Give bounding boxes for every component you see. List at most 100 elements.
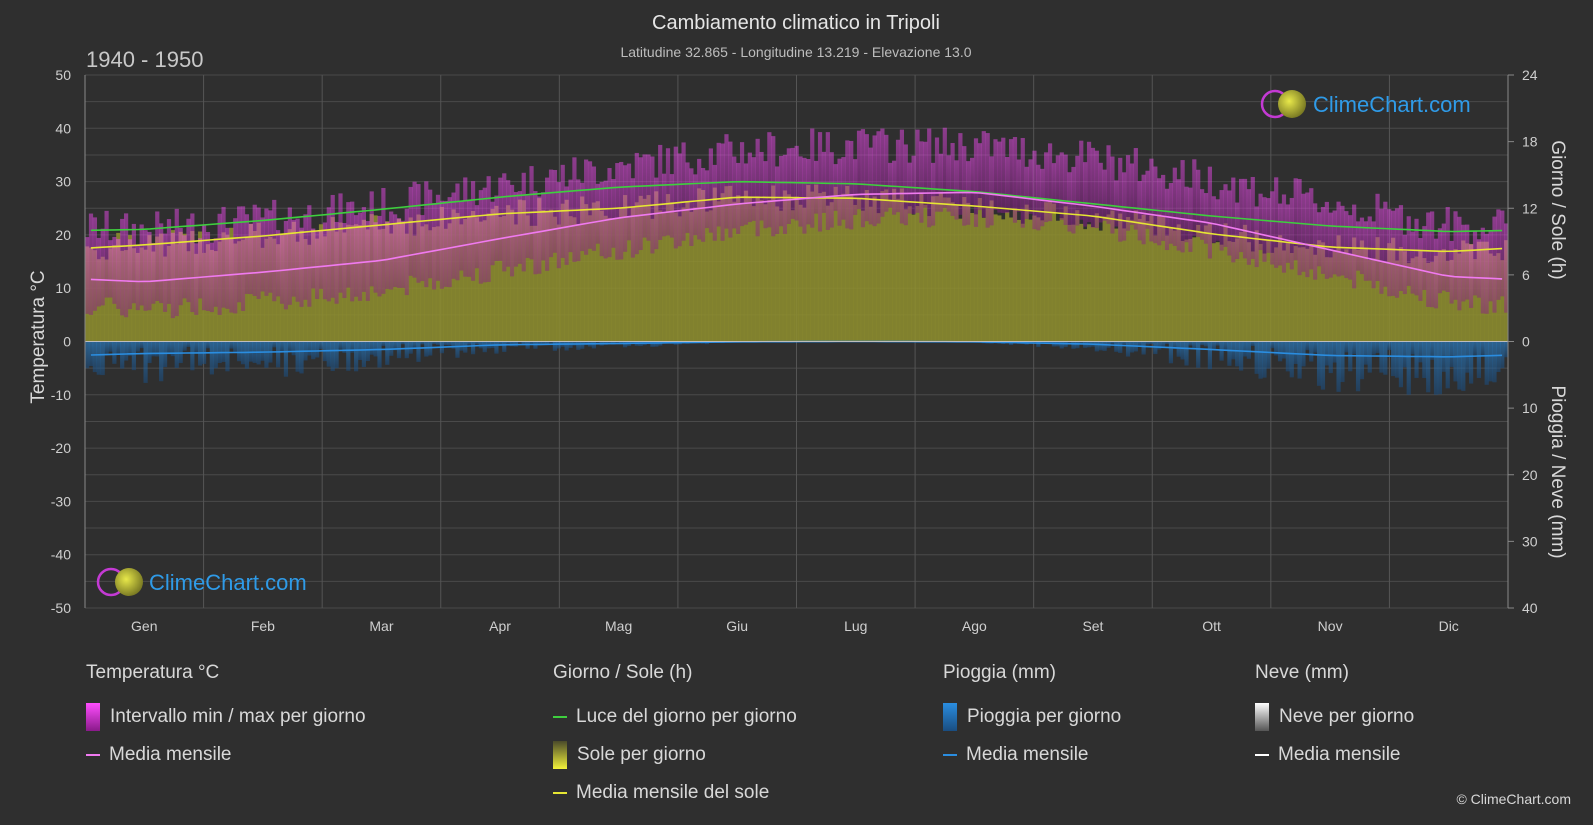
rain-bar [1504, 341, 1509, 358]
sunshine-bar [642, 198, 647, 342]
sunshine-bar [888, 200, 893, 342]
sunshine-bar [580, 196, 585, 342]
temp-range-bar [451, 192, 456, 279]
sunshine-bar [619, 207, 624, 342]
sunshine-bar [1254, 230, 1259, 342]
temp-range-bar [669, 174, 674, 238]
sunshine-bar [587, 215, 593, 342]
legend-item-rain-mean: Media mensile [943, 736, 1121, 774]
logo-sun-icon [115, 568, 143, 596]
temp-range-bar [1008, 139, 1014, 211]
temp-range-bar [268, 210, 273, 293]
sunshine-bar [958, 218, 963, 342]
sunshine-bar [665, 194, 671, 342]
sunshine-bar [966, 202, 971, 342]
rain-bar [1476, 341, 1482, 379]
sunshine-bar [1001, 219, 1006, 342]
temp-range-bar [697, 158, 702, 240]
rain-bar [1320, 341, 1326, 390]
temp-range-bar [623, 165, 628, 252]
temp-range-bar [537, 196, 542, 274]
y-right-bottom-tick-label: 30 [1522, 533, 1538, 549]
sunshine-bar [1086, 224, 1092, 342]
temp-range-bar [209, 242, 214, 313]
temp-range-bar [392, 214, 398, 287]
sunshine-bar [1067, 224, 1072, 342]
sunshine-bar [576, 223, 581, 342]
rain-bar [1449, 341, 1454, 367]
temp-range-bar [880, 128, 885, 217]
temp-range-bar [689, 168, 694, 246]
temp-range-bar [895, 139, 901, 213]
temp-range-bar [938, 153, 943, 212]
sunshine-bar [1012, 208, 1018, 342]
sunshine-bar [1344, 249, 1349, 342]
rain-bar [1262, 341, 1267, 378]
temp-range-bar [1145, 170, 1150, 229]
temp-range-bar [143, 230, 148, 311]
sunshine-bar [895, 198, 901, 342]
rain-bar [1383, 341, 1388, 375]
rain-bar [123, 341, 129, 361]
rain-bar [1040, 341, 1045, 343]
temp-range-bar [439, 200, 444, 289]
sunshine-bar [829, 202, 834, 342]
sunshine-bar [1075, 210, 1080, 342]
logo-bottom[interactable]: ClimeChart.com [96, 567, 307, 597]
sunshine-bar [1336, 235, 1341, 342]
sunshine-bar [1044, 202, 1049, 342]
sunshine-bar [1168, 227, 1174, 342]
temp-range-bar [927, 128, 932, 228]
temp-range-bar [525, 195, 530, 258]
temp-range-bar [817, 132, 823, 232]
rain-bar [1445, 341, 1450, 389]
sunshine-bar [1262, 253, 1267, 342]
sunshine-bar [1258, 243, 1263, 342]
temp-range-bar [1231, 177, 1236, 263]
sunshine-bar [1176, 224, 1181, 342]
temp-range-bar [170, 232, 175, 319]
sunshine-bar [634, 202, 639, 342]
rain-bar [1289, 341, 1294, 378]
rain-bar [350, 341, 355, 353]
temp-range-bar [681, 142, 686, 241]
temp-range-bar [969, 157, 975, 207]
temp-range-bar [369, 191, 374, 287]
temp-range-bar [166, 219, 172, 304]
temp-range-bar [1277, 203, 1283, 266]
temp-range-bar [1379, 208, 1384, 294]
y-axis-left-label: Temperatura °C [28, 270, 49, 403]
rain-bar [326, 341, 331, 367]
sunshine-bar [1055, 220, 1060, 342]
rain-bar [170, 341, 175, 357]
temp-range-bar [638, 157, 643, 251]
temp-range-bar [182, 235, 187, 299]
sunshine-bar [989, 200, 994, 342]
sunshine-bar [104, 259, 109, 342]
temp-range-bar [599, 181, 604, 257]
temp-range-bar [1258, 193, 1263, 251]
rain-bar [162, 341, 168, 368]
sunshine-bar [1024, 204, 1029, 342]
temp-range-bar [424, 181, 429, 288]
rain-bar [556, 341, 561, 349]
temp-range-bar [400, 220, 405, 288]
rain-bar [1094, 341, 1099, 352]
rain-bar [1180, 341, 1185, 360]
sunshine-bar [685, 201, 690, 342]
rain-bar [1363, 341, 1368, 365]
temp-range-bar [490, 201, 495, 266]
rain-bar [521, 341, 526, 346]
temp-range-bar [1476, 239, 1482, 298]
logo-top[interactable]: ClimeChart.com [1260, 89, 1471, 119]
rain-bar [307, 341, 312, 356]
temp-range-bar [931, 162, 936, 226]
sunshine-bar [1383, 262, 1388, 342]
temp-range-bar [899, 129, 905, 224]
temp-range-bar [326, 207, 331, 302]
temp-range-bar [135, 245, 140, 311]
sunshine-bar [1090, 226, 1096, 342]
legend-item-daylight: Luce del giorno per giorno [553, 698, 797, 736]
rain-bar [381, 341, 386, 346]
rain-bar [1426, 341, 1431, 393]
